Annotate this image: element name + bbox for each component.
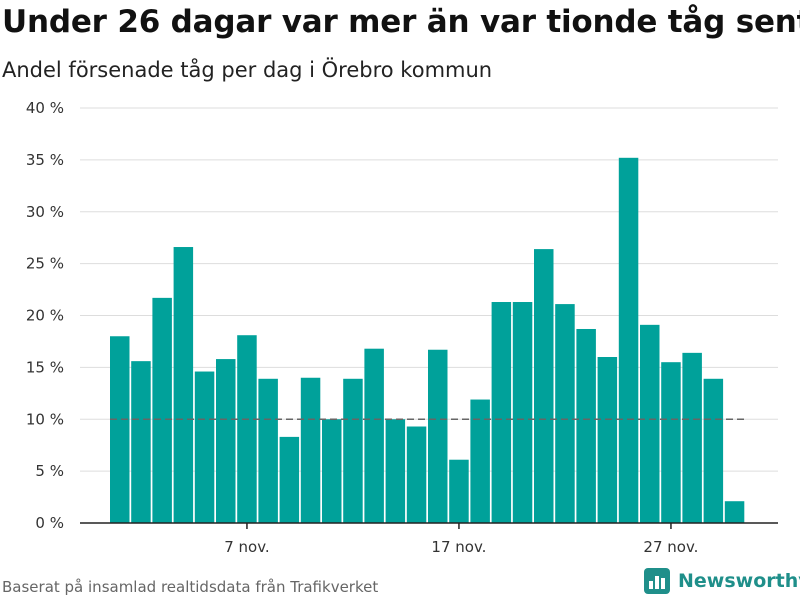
brand-name: Newsworthy bbox=[678, 570, 800, 592]
bar bbox=[258, 378, 278, 523]
bar bbox=[194, 371, 215, 523]
y-tick-label: 25 % bbox=[26, 255, 64, 273]
chart-title: Under 26 dagar var mer än var tionde tåg… bbox=[2, 4, 800, 40]
bar bbox=[237, 335, 257, 523]
bar bbox=[279, 436, 300, 523]
y-tick-label: 35 % bbox=[26, 151, 64, 169]
bar bbox=[534, 249, 554, 523]
bar bbox=[682, 352, 702, 523]
bar bbox=[491, 302, 512, 523]
brand[interactable]: Newsworthy bbox=[644, 568, 800, 594]
chart-subtitle: Andel försenade tåg per dag i Örebro kom… bbox=[2, 58, 493, 82]
bar bbox=[576, 328, 596, 523]
y-tick-label: 40 % bbox=[26, 99, 64, 117]
bar bbox=[110, 336, 130, 523]
y-tick-label: 30 % bbox=[26, 203, 64, 221]
bar bbox=[300, 377, 321, 523]
bar bbox=[618, 157, 639, 524]
bar bbox=[640, 324, 660, 523]
bar bbox=[703, 378, 724, 523]
y-tick-label: 0 % bbox=[35, 514, 64, 532]
bar bbox=[597, 357, 618, 523]
bar bbox=[406, 426, 427, 523]
bar bbox=[152, 297, 172, 523]
y-tick-label: 15 % bbox=[26, 358, 64, 376]
y-tick-label: 20 % bbox=[26, 307, 64, 325]
bar bbox=[216, 359, 236, 523]
x-tick-label: 7 nov. bbox=[224, 538, 269, 556]
bar bbox=[555, 304, 575, 523]
bar bbox=[364, 348, 384, 523]
bar bbox=[131, 361, 151, 523]
bar bbox=[470, 399, 490, 523]
y-tick-label: 10 % bbox=[26, 410, 64, 428]
bar bbox=[173, 247, 194, 523]
bar bbox=[322, 419, 342, 523]
axes: 0 % 5 % 10 % 15 % 20 % 25 % 30 % 35 % 40 % 7 nov.… bbox=[26, 99, 778, 556]
x-tick-label: 27 nov. bbox=[643, 538, 698, 556]
bar bbox=[343, 378, 363, 523]
source-note: Baserat på insamlad realtidsdata från Tr… bbox=[2, 578, 379, 596]
x-tick-label: 17 nov. bbox=[431, 538, 486, 556]
bar bbox=[724, 501, 745, 523]
bar bbox=[428, 349, 448, 523]
y-tick-label: 5 % bbox=[35, 462, 64, 480]
bars bbox=[110, 157, 745, 524]
bar bbox=[512, 302, 533, 523]
bar bbox=[449, 459, 469, 523]
bar bbox=[385, 419, 406, 523]
newsworthy-logo-icon bbox=[644, 568, 670, 594]
bar bbox=[661, 362, 681, 523]
